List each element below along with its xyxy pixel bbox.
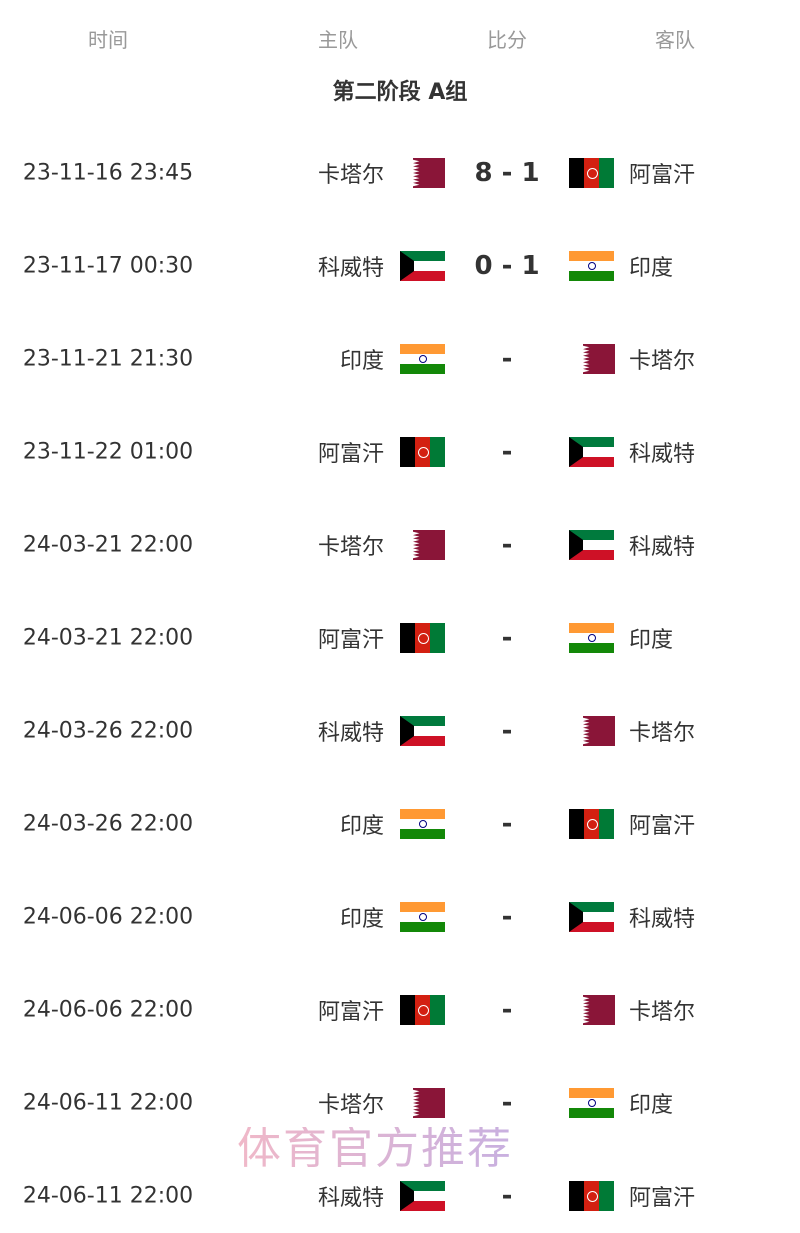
away-team: 印度 (629, 256, 674, 281)
home-team: 卡塔尔 (317, 1093, 384, 1118)
kuw-flag-icon (400, 1181, 445, 1211)
match-row[interactable]: 24-03-21 22:00 卡塔尔 - 科威特 (0, 515, 800, 575)
match-score: - (501, 1088, 513, 1118)
match-row[interactable]: 23-11-17 00:30 科威特 0 - 1 印度 (0, 236, 800, 296)
qat-flag-icon (413, 530, 445, 560)
match-row[interactable]: 24-03-21 22:00 阿富汗 - 印度 (0, 608, 800, 668)
match-row[interactable]: 24-06-06 22:00 阿富汗 - 卡塔尔 (0, 980, 800, 1040)
ind-flag-icon (569, 1088, 614, 1118)
match-time: 23-11-22 01:00 (22, 439, 194, 465)
qat-flag-icon (413, 158, 445, 188)
home-team: 阿富汗 (317, 442, 384, 467)
home-team: 印度 (339, 349, 384, 374)
qat-flag-icon (413, 1088, 445, 1118)
away-team: 阿富汗 (629, 1186, 696, 1211)
match-score: - (501, 344, 513, 374)
afg-flag-icon (569, 1181, 614, 1211)
match-row[interactable]: 23-11-22 01:00 阿富汗 - 科威特 (0, 422, 800, 482)
home-team: 阿富汗 (317, 628, 384, 653)
ind-flag-icon (569, 623, 614, 653)
away-team: 阿富汗 (629, 814, 696, 839)
qat-flag-icon (583, 716, 615, 746)
afg-flag-icon (569, 809, 614, 839)
kuw-flag-icon (569, 530, 614, 560)
home-team: 卡塔尔 (317, 535, 384, 560)
away-team: 阿富汗 (629, 163, 696, 188)
kuw-flag-icon (569, 437, 614, 467)
match-time: 24-06-06 22:00 (22, 997, 194, 1023)
match-row[interactable]: 23-11-21 21:30 印度 - 卡塔尔 (0, 329, 800, 389)
match-row[interactable]: 24-06-06 22:00 印度 - 科威特 (0, 887, 800, 947)
match-row[interactable]: 24-03-26 22:00 科威特 - 卡塔尔 (0, 701, 800, 761)
qat-flag-icon (583, 344, 615, 374)
home-team: 阿富汗 (317, 1000, 384, 1025)
afg-flag-icon (569, 158, 614, 188)
match-score: - (501, 716, 513, 746)
ind-flag-icon (400, 902, 445, 932)
ind-flag-icon (400, 344, 445, 374)
match-score: - (501, 1181, 513, 1211)
match-row[interactable]: 24-06-11 22:00 科威特 - 阿富汗 (0, 1166, 800, 1226)
home-team: 卡塔尔 (317, 163, 384, 188)
match-row[interactable]: 24-06-11 22:00 卡塔尔 - 印度 (0, 1073, 800, 1133)
match-time: 24-06-11 22:00 (22, 1090, 194, 1116)
match-score: - (501, 902, 513, 932)
kuw-flag-icon (569, 902, 614, 932)
kuw-flag-icon (400, 716, 445, 746)
column-header-time: 时间 (88, 28, 128, 52)
away-team: 卡塔尔 (629, 1000, 696, 1025)
match-score: - (501, 995, 513, 1025)
column-header-home: 主队 (318, 28, 358, 52)
match-time: 23-11-17 00:30 (22, 253, 194, 279)
away-team: 科威特 (629, 907, 696, 932)
match-score: - (501, 437, 513, 467)
away-team: 科威特 (629, 442, 696, 467)
match-score: 8 - 1 (474, 158, 540, 188)
home-team: 印度 (339, 814, 384, 839)
afg-flag-icon (400, 623, 445, 653)
match-score: 0 - 1 (474, 251, 540, 281)
away-team: 卡塔尔 (629, 721, 696, 746)
home-team: 印度 (339, 907, 384, 932)
group-title: 第二阶段 A组 (332, 80, 468, 105)
watermark: 体育官方推荐 (237, 1123, 513, 1174)
column-header-score: 比分 (487, 28, 527, 52)
match-time: 24-06-06 22:00 (22, 904, 194, 930)
afg-flag-icon (400, 995, 445, 1025)
home-team: 科威特 (317, 256, 384, 281)
match-row[interactable]: 24-03-26 22:00 印度 - 阿富汗 (0, 794, 800, 854)
match-row[interactable]: 23-11-16 23:45 卡塔尔 8 - 1 阿富汗 (0, 143, 800, 203)
away-team: 印度 (629, 1093, 674, 1118)
match-time: 24-03-21 22:00 (22, 532, 194, 558)
afg-flag-icon (400, 437, 445, 467)
away-team: 科威特 (629, 535, 696, 560)
match-time: 23-11-21 21:30 (22, 346, 194, 372)
match-time: 24-03-26 22:00 (22, 811, 194, 837)
kuw-flag-icon (400, 251, 445, 281)
ind-flag-icon (400, 809, 445, 839)
match-time: 24-06-11 22:00 (22, 1183, 194, 1209)
match-time: 23-11-16 23:45 (22, 160, 194, 186)
match-time: 24-03-21 22:00 (22, 625, 194, 651)
match-score: - (501, 530, 513, 560)
match-score: - (501, 623, 513, 653)
home-team: 科威特 (317, 1186, 384, 1211)
ind-flag-icon (569, 251, 614, 281)
away-team: 卡塔尔 (629, 349, 696, 374)
away-team: 印度 (629, 628, 674, 653)
column-header-away: 客队 (655, 28, 695, 52)
match-time: 24-03-26 22:00 (22, 718, 194, 744)
match-score: - (501, 809, 513, 839)
qat-flag-icon (583, 995, 615, 1025)
home-team: 科威特 (317, 721, 384, 746)
